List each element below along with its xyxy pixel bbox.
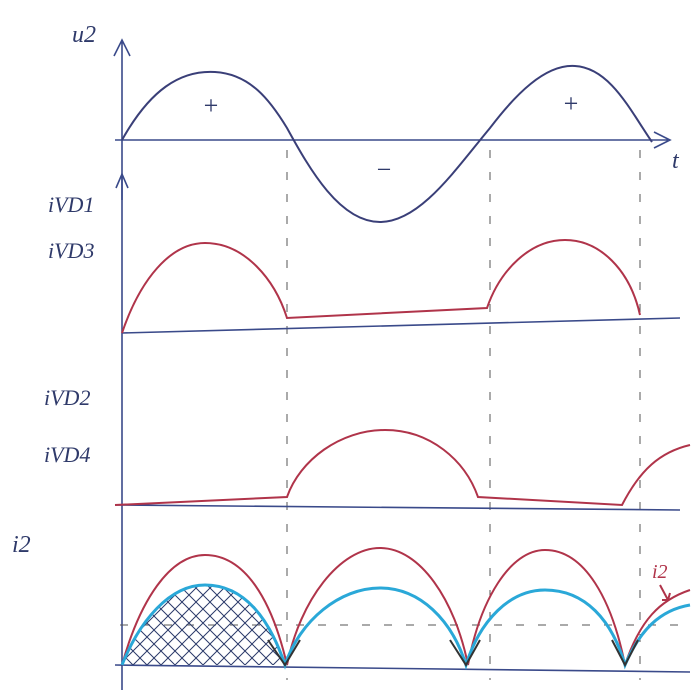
ivd1-ivd3-current — [121, 238, 641, 334]
panel-label: i2 — [12, 532, 31, 558]
ideal-current — [121, 546, 691, 669]
u2-waveform — [121, 64, 653, 224]
panel-label: iVD1 — [48, 192, 94, 217]
sign: + — [562, 89, 580, 118]
axis-arrow — [115, 171, 129, 200]
x-axis-label: t — [672, 148, 680, 174]
baseline — [114, 504, 681, 511]
y-axis-label: u2 — [72, 22, 96, 48]
annotation: i2 — [652, 561, 668, 583]
i2-current — [120, 583, 691, 671]
time-axis — [115, 131, 672, 149]
baseline — [114, 664, 691, 673]
cusps — [267, 639, 639, 668]
panel-label: iVD4 — [44, 442, 90, 467]
hatched-area — [122, 585, 285, 665]
period-markers — [286, 150, 641, 680]
sign: − — [375, 155, 393, 184]
ivd2-ivd4-current — [114, 428, 691, 507]
panel-label: iVD3 — [48, 238, 94, 263]
annotation-arrow — [659, 584, 671, 601]
baseline — [121, 317, 681, 334]
vertical-axis — [113, 38, 131, 690]
panel-label: iVD2 — [44, 385, 90, 410]
sign: + — [202, 91, 220, 120]
